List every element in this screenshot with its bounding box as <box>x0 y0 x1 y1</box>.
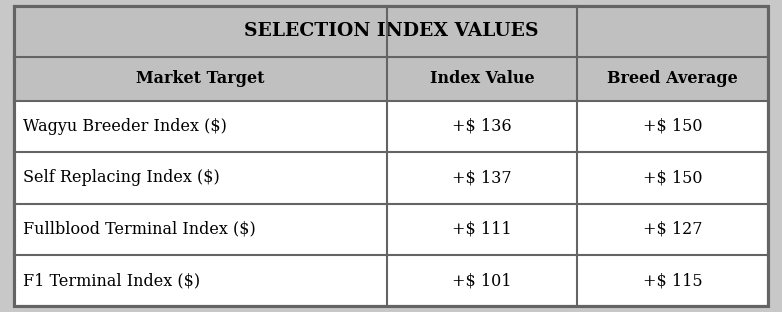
Bar <box>14 152 387 203</box>
Text: +$ 101: +$ 101 <box>453 272 512 289</box>
Text: +$ 150: +$ 150 <box>643 169 702 186</box>
Bar <box>577 101 768 152</box>
Text: Fullblood Terminal Index ($): Fullblood Terminal Index ($) <box>23 221 256 238</box>
Bar <box>387 152 577 203</box>
Text: +$ 115: +$ 115 <box>643 272 702 289</box>
Text: +$ 137: +$ 137 <box>453 169 512 186</box>
Text: F1 Terminal Index ($): F1 Terminal Index ($) <box>23 272 201 289</box>
Bar <box>14 57 768 101</box>
Bar <box>14 203 387 255</box>
Text: +$ 127: +$ 127 <box>643 221 702 238</box>
Text: Market Target: Market Target <box>136 71 265 87</box>
Bar <box>577 152 768 203</box>
Bar <box>14 255 387 306</box>
Bar <box>14 6 768 57</box>
Text: +$ 136: +$ 136 <box>453 118 512 135</box>
Text: Wagyu Breeder Index ($): Wagyu Breeder Index ($) <box>23 118 228 135</box>
Bar <box>577 255 768 306</box>
Text: +$ 111: +$ 111 <box>453 221 512 238</box>
Text: SELECTION INDEX VALUES: SELECTION INDEX VALUES <box>244 22 538 40</box>
Bar <box>387 101 577 152</box>
Bar <box>577 203 768 255</box>
Text: Index Value: Index Value <box>430 71 535 87</box>
Text: Self Replacing Index ($): Self Replacing Index ($) <box>23 169 221 186</box>
Text: +$ 150: +$ 150 <box>643 118 702 135</box>
Bar <box>14 101 387 152</box>
Bar <box>387 203 577 255</box>
Bar <box>387 255 577 306</box>
Text: Breed Average: Breed Average <box>607 71 738 87</box>
